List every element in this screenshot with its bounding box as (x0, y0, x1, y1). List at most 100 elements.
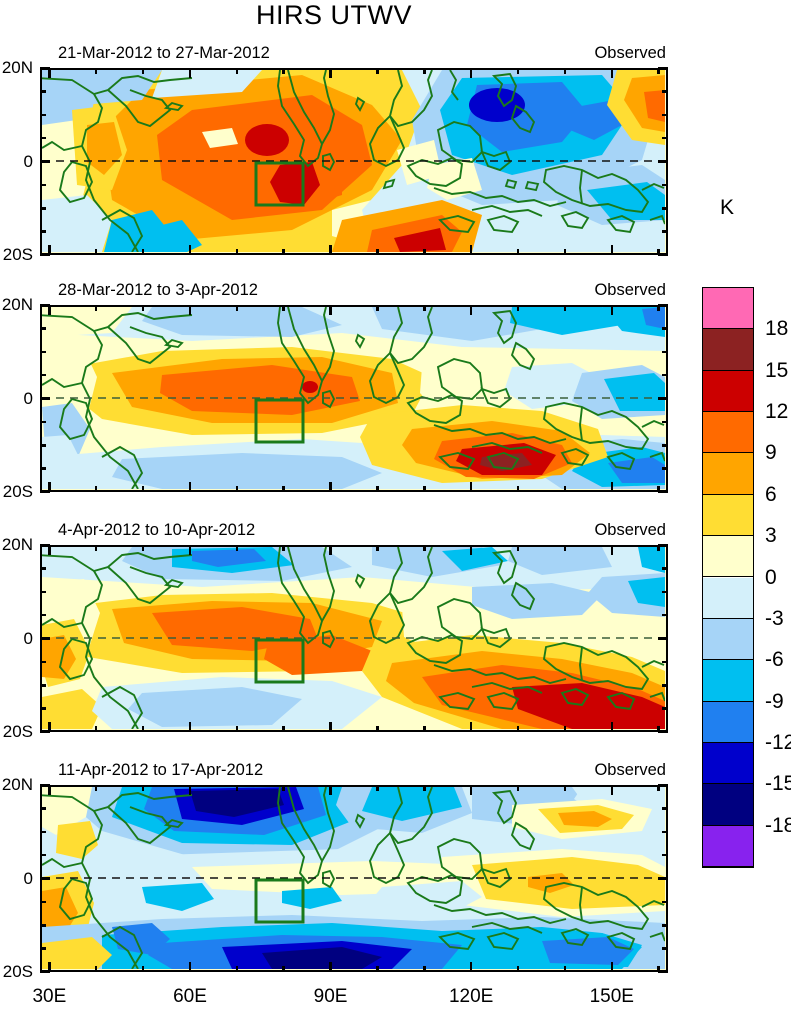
panel-2-field (42, 307, 665, 489)
colorbar-tick-label: -15 (765, 772, 791, 796)
panel-1-field (42, 70, 665, 252)
y-axis-tick (40, 490, 50, 494)
x-axis-tick (48, 68, 51, 78)
x-axis-tick (469, 785, 473, 795)
x-axis-tick (469, 545, 473, 555)
colorbar-tick-label: 0 (765, 565, 777, 589)
x-axis-minor-tick (282, 249, 285, 255)
y-axis-minor-tick (40, 373, 46, 377)
x-axis-tick (48, 545, 51, 555)
y-axis-minor-tick (662, 853, 668, 857)
x-axis-tick (610, 722, 613, 732)
y-axis-label: 20N (1, 58, 33, 77)
x-axis-tick (329, 482, 332, 492)
x-axis-tick (188, 305, 192, 315)
x-axis-minor-tick (282, 785, 285, 791)
x-axis-minor-tick (657, 305, 660, 311)
colorbar-tick-label: -3 (765, 606, 784, 630)
x-axis-minor-tick (563, 726, 567, 732)
y-axis-minor-tick (40, 207, 46, 210)
x-axis-tick (610, 305, 613, 315)
y-axis-tick (40, 253, 50, 257)
x-axis-tick (469, 245, 473, 255)
x-axis-minor-tick (516, 68, 520, 74)
y-axis-minor-tick (662, 924, 668, 927)
x-axis-minor-tick (376, 305, 379, 311)
colorbar-band (703, 536, 753, 578)
x-axis-minor-tick (282, 726, 285, 732)
y-axis-minor-tick (662, 660, 668, 664)
x-axis-minor-tick (141, 68, 145, 74)
y-axis-label: 20S (2, 245, 33, 264)
figure-title: HIRS UTWV (256, 0, 412, 30)
x-axis-minor-tick (423, 68, 426, 74)
study-region-box (254, 638, 305, 684)
y-axis-minor-tick (662, 420, 668, 424)
colorbar-band (703, 412, 753, 454)
x-axis-label: 30E (32, 986, 67, 1007)
map-canvas (40, 68, 668, 255)
y-axis-minor-tick (662, 467, 668, 470)
x-axis-minor-tick (235, 966, 239, 972)
x-axis-minor-tick (141, 249, 145, 255)
y-axis-minor-tick (662, 113, 668, 116)
y-axis-minor-tick (662, 327, 668, 330)
x-axis-minor-tick (516, 486, 520, 492)
y-axis-minor-tick (662, 590, 668, 593)
y-axis-minor-tick (662, 183, 668, 187)
y-axis-tick (40, 303, 50, 307)
x-axis-minor-tick (235, 305, 239, 311)
y-axis-tick (40, 160, 50, 163)
x-axis-minor-tick (94, 966, 98, 972)
y-axis-tick (658, 970, 668, 974)
x-axis-tick (469, 722, 473, 732)
x-axis-minor-tick (282, 545, 285, 551)
x-axis-tick (610, 68, 613, 78)
x-axis-minor-tick (141, 545, 145, 551)
colorbar-tick-label: -6 (765, 648, 784, 672)
y-axis-minor-tick (40, 807, 46, 810)
x-axis-tick (188, 245, 192, 255)
colorbar-tick-label: 6 (765, 482, 777, 506)
x-axis-tick (329, 545, 332, 555)
x-axis-minor-tick (657, 486, 660, 492)
x-axis-minor-tick (141, 966, 145, 972)
y-axis-minor-tick (40, 947, 46, 950)
x-axis-tick (48, 722, 51, 732)
y-axis-tick (40, 730, 50, 734)
x-axis-minor-tick (423, 966, 426, 972)
y-axis-minor-tick (662, 207, 668, 210)
x-axis-minor-tick (657, 966, 660, 972)
x-axis-minor-tick (376, 545, 379, 551)
y-axis-minor-tick (40, 660, 46, 664)
y-axis-label: 0 (23, 151, 33, 171)
x-axis-minor-tick (563, 545, 567, 551)
x-axis-tick (610, 482, 613, 492)
y-axis-minor-tick (662, 350, 668, 353)
x-axis-tick (610, 962, 613, 972)
y-axis-minor-tick (662, 444, 668, 447)
y-axis-label: 0 (23, 388, 33, 408)
y-axis-minor-tick (662, 807, 668, 810)
x-axis-tick (469, 962, 473, 972)
x-axis-tick (469, 305, 473, 315)
y-axis-minor-tick (662, 567, 668, 570)
y-axis-minor-tick (40, 853, 46, 857)
colorbar-tick-label: 12 (765, 400, 789, 424)
x-axis-minor-tick (376, 726, 379, 732)
colorbar-band (703, 742, 753, 785)
colorbar-tick-label: 3 (765, 524, 777, 548)
x-axis-tick (48, 245, 51, 255)
x-axis-minor-tick (423, 249, 426, 255)
y-axis-tick (658, 490, 668, 494)
panel-title: 4-Apr-2012 to 10-Apr-2012 (58, 521, 256, 539)
y-axis-minor-tick (40, 684, 46, 687)
y-axis-tick (40, 397, 50, 400)
x-axis-minor-tick (94, 785, 98, 791)
panel-tag: Observed (594, 281, 666, 299)
y-axis-tick (658, 160, 668, 163)
y-axis-tick (658, 637, 668, 640)
panel-title: 28-Mar-2012 to 3-Apr-2012 (58, 281, 258, 299)
x-axis-minor-tick (235, 486, 239, 492)
x-axis-minor-tick (141, 486, 145, 492)
